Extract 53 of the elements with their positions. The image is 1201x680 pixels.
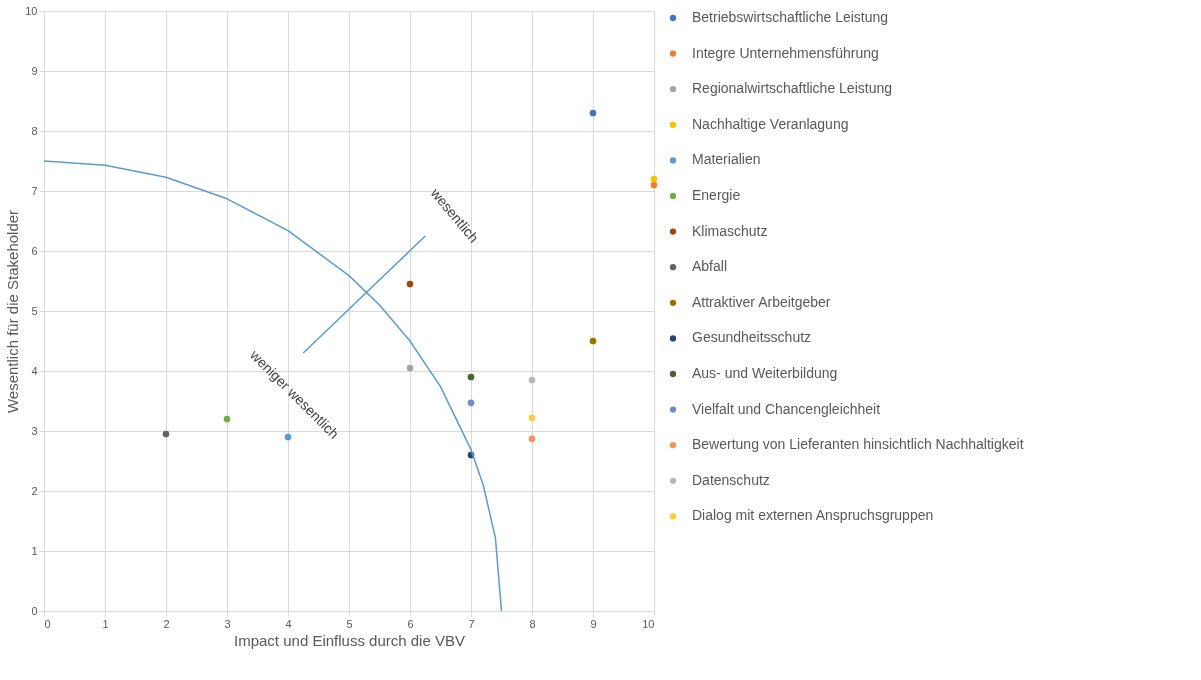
legend-label: Datenschutz [692, 471, 770, 488]
point [528, 414, 536, 422]
y-tick-label: 8 [31, 124, 38, 137]
x-axis-title: Impact und Einfluss durch die VBV [234, 631, 465, 649]
y-tick-label: 3 [31, 424, 38, 437]
legend-label: Integre Unternehmensführung [692, 44, 879, 61]
legend-label: Materialien [692, 151, 761, 168]
legend-label: Klimaschutz [692, 222, 768, 239]
legend-label: Bewertung von Lieferanten hinsichtlich Nachhaltigkeit [692, 436, 1024, 453]
x-tick-label: 4 [285, 617, 292, 630]
legend-label: Vielfalt und Chancengleichheit [692, 400, 881, 417]
x-tick-label: 2 [163, 617, 170, 630]
point [223, 415, 231, 423]
x-tick-label: 9 [590, 617, 597, 630]
x-tick-label: 5 [346, 617, 353, 630]
point [589, 109, 597, 117]
point [406, 280, 414, 288]
point [528, 376, 536, 384]
legend-label: Dialog mit externen Anspruchsgruppen [692, 507, 934, 524]
legend-label: Attraktiver Arbeitgeber [692, 293, 831, 310]
y-tick-label: 9 [31, 64, 38, 77]
y-tick-label: 5 [31, 304, 38, 317]
y-tick-label: 1 [31, 544, 38, 557]
y-tick-label: 4 [31, 364, 38, 377]
y-tick-label: 0 [31, 604, 38, 617]
legend-label: Regionalwirtschaftliche Leistung [692, 80, 892, 97]
x-tick-label: 3 [224, 617, 231, 630]
y-axis-title: Wesentlich für die Stakeholder [4, 209, 22, 414]
point [528, 435, 536, 443]
x-tick-label: 6 [407, 617, 414, 630]
x-tick-label: 1 [102, 617, 109, 630]
legend-label: Gesundheitsschutz [692, 329, 812, 346]
point [589, 337, 597, 345]
point [650, 181, 658, 189]
x-tick-label: 7 [468, 617, 475, 630]
point [467, 399, 475, 407]
line-series [43, 160, 503, 612]
x-tick-label: 8 [529, 617, 536, 630]
y-tick-label: 7 [31, 184, 38, 197]
x-tick-label: 10 [642, 617, 655, 630]
y-tick-label: 10 [25, 4, 38, 17]
legend-label: Aus- und Weiterbildung [692, 365, 838, 381]
legend-label: Abfall [692, 258, 728, 275]
point [467, 373, 475, 381]
x-tick-label: 0 [44, 617, 51, 630]
legend-label: Energie [692, 187, 741, 203]
y-tick-label: 2 [31, 484, 38, 497]
point [406, 364, 414, 372]
point [650, 175, 658, 183]
y-tick-label: 6 [31, 244, 38, 257]
legend-label: Nachhaltige Veranlagung [692, 115, 849, 132]
legend-label: Betriebswirtschaftliche Leistung [692, 9, 889, 25]
point [162, 430, 170, 438]
